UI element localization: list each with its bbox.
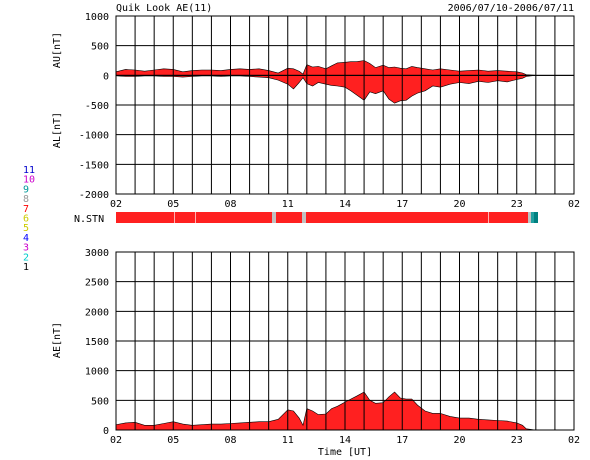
station-bar-end-1 bbox=[528, 212, 531, 223]
au-al-y-tick-label: -500 bbox=[85, 101, 109, 112]
chart-title: Quik Look AE(11) bbox=[116, 3, 212, 14]
legend-number: 3 bbox=[23, 243, 29, 254]
legend-number: 9 bbox=[23, 184, 29, 195]
au-al-x-tick-label: 14 bbox=[339, 199, 351, 210]
au-al-x-tick-label: 11 bbox=[282, 199, 294, 210]
station-bar-gap-4 bbox=[302, 212, 306, 223]
ae-y-tick-label: 1500 bbox=[85, 337, 109, 348]
ae-frame bbox=[115, 251, 575, 431]
legend-number: 4 bbox=[23, 233, 29, 244]
ae-y-tick-label: 2000 bbox=[85, 307, 109, 318]
ae-x-tick-label: 02 bbox=[110, 435, 122, 446]
ae-area bbox=[115, 391, 536, 431]
au-al-x-tick-label: 08 bbox=[224, 199, 236, 210]
ae-x-tick-label: 23 bbox=[511, 435, 523, 446]
legend-number: 7 bbox=[23, 204, 29, 215]
station-bar-label: N.STN bbox=[74, 214, 104, 225]
ae-x-tick-label: 20 bbox=[453, 435, 465, 446]
ae-grid bbox=[115, 251, 575, 431]
legend-number: 11 bbox=[23, 165, 35, 176]
ae-x-tick-label: 08 bbox=[224, 435, 236, 446]
legend-number: 1 bbox=[23, 262, 29, 273]
ae-fill bbox=[115, 391, 536, 431]
ae-panel: 3000 2500 2000 1500 1000 500 0 02 05 08 11 14 17 20 2… bbox=[52, 248, 580, 458]
ae-y-tick-label: 2500 bbox=[85, 278, 109, 289]
legend-number: 8 bbox=[23, 194, 29, 205]
ae-x-tick-label: 05 bbox=[167, 435, 179, 446]
station-bar-gap-1 bbox=[174, 212, 175, 223]
legend-number: 6 bbox=[23, 214, 29, 225]
date-range: 2006/07/10-2006/07/11 bbox=[448, 3, 574, 14]
station-bar-end-2 bbox=[531, 212, 534, 223]
ae-x-tick-label: 11 bbox=[282, 435, 294, 446]
au-al-y-tick-label: 1000 bbox=[85, 12, 109, 23]
au-al-y-tick-label: 500 bbox=[91, 42, 109, 53]
station-bar-gap-2 bbox=[195, 212, 196, 223]
au-al-x-ticks: 02 05 08 11 14 17 20 23 02 bbox=[110, 199, 580, 210]
au-al-y-tick-label: 0 bbox=[103, 71, 109, 82]
au-al-frame bbox=[115, 15, 575, 195]
ae-y-ticks: 3000 2500 2000 1500 1000 500 0 bbox=[85, 248, 109, 437]
station-bar-gap-3 bbox=[272, 212, 276, 223]
au-al-y-tick-label: -1500 bbox=[79, 160, 109, 171]
ae-y-tick-label: 1000 bbox=[85, 367, 109, 378]
ae-x-ticks: 02 05 08 11 14 17 20 23 02 bbox=[110, 435, 580, 446]
au-al-x-tick-label: 02 bbox=[110, 199, 122, 210]
au-al-y-ticks: 1000 500 0 -500 -1000 -1500 -2000 bbox=[79, 12, 109, 201]
au-al-grid bbox=[115, 15, 575, 195]
station-bar-main bbox=[116, 212, 528, 223]
station-count-bar: N.STN bbox=[74, 212, 538, 225]
legend-number: 10 bbox=[23, 175, 35, 186]
legend-number: 2 bbox=[23, 252, 29, 263]
au-al-panel: 1000 500 0 -500 -1000 -1500 -2000 02 05 08 11 14 17… bbox=[52, 12, 580, 210]
station-bar-gap-5 bbox=[488, 212, 489, 223]
au-axis-label: AU[nT] bbox=[52, 32, 63, 68]
ae-x-tick-label: 17 bbox=[396, 435, 408, 446]
au-al-x-tick-label: 20 bbox=[453, 199, 465, 210]
x-axis-title: Time [UT] bbox=[318, 447, 372, 458]
ae-y-tick-label: 0 bbox=[103, 426, 109, 437]
au-al-x-tick-label: 05 bbox=[167, 199, 179, 210]
ae-x-tick-label: 02 bbox=[568, 435, 580, 446]
ae-x-tick-label: 14 bbox=[339, 435, 351, 446]
station-bar-end-3 bbox=[534, 212, 538, 223]
au-al-y-tick-label: -1000 bbox=[79, 131, 109, 142]
au-al-x-tick-label: 02 bbox=[568, 199, 580, 210]
ae-y-tick-label: 3000 bbox=[85, 248, 109, 259]
ae-axis-label: AE[nT] bbox=[52, 322, 63, 358]
legend-number: 5 bbox=[23, 223, 29, 234]
au-al-y-tick-label: -2000 bbox=[79, 190, 109, 201]
au-al-x-tick-label: 17 bbox=[396, 199, 408, 210]
ae-y-tick-label: 500 bbox=[91, 396, 109, 407]
au-al-x-tick-label: 23 bbox=[511, 199, 523, 210]
al-axis-label: AL[nT] bbox=[52, 112, 63, 148]
